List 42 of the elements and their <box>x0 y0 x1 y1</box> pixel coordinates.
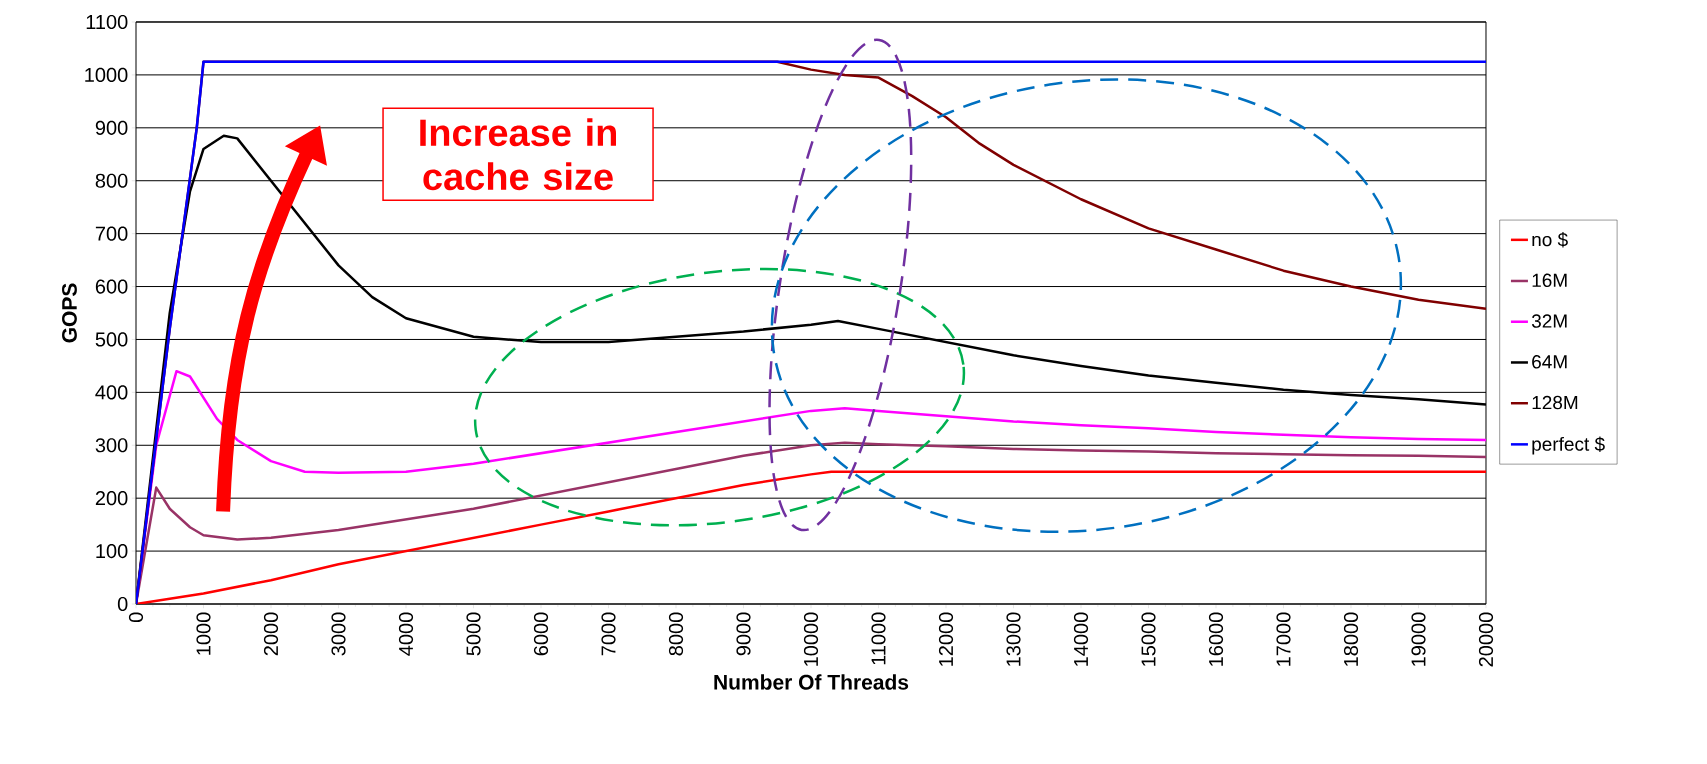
y-tick-label: 600 <box>95 279 128 294</box>
x-tick-label: 11000 <box>871 612 886 665</box>
x-tick-label: 14000 <box>1073 612 1089 666</box>
y-tick-label: 200 <box>95 491 128 506</box>
y-tick-label: 400 <box>95 385 128 400</box>
y-axis-title: GOPS <box>62 283 77 343</box>
x-tick-label: 13000 <box>1006 612 1021 666</box>
legend-label: 32M <box>1531 314 1567 328</box>
x-tick-label: 15000 <box>1141 612 1156 666</box>
y-tick-label: 800 <box>95 173 128 188</box>
y-tick-label: 700 <box>95 226 128 241</box>
x-tick-label: 20000 <box>1478 612 1494 667</box>
annotation: Increase in cache size <box>420 118 616 191</box>
x-tick-label: 10000 <box>803 612 819 666</box>
y-tick-label: 300 <box>95 438 128 453</box>
x-tick-label: 1000 <box>196 612 211 655</box>
x-tick-label: 7000 <box>601 612 616 656</box>
x-tick-label: 0 <box>128 612 144 623</box>
x-tick-label: 2000 <box>263 612 279 656</box>
x-tick-label: 19000 <box>1411 612 1426 666</box>
legend-label: 16M <box>1532 273 1567 288</box>
x-tick-label: 16000 <box>1208 612 1224 666</box>
y-tick-label: 500 <box>95 332 128 347</box>
x-tick-label: 3000 <box>331 612 346 656</box>
x-tick-label: 6000 <box>533 612 549 656</box>
legend-label: 128M <box>1532 395 1578 410</box>
legend-label: 64M <box>1532 355 1567 369</box>
legend-label: perfect $ <box>1532 436 1605 455</box>
y-tick-label: 100 <box>96 544 128 559</box>
legend-label: no $ <box>1532 232 1568 248</box>
x-tick-label: 8000 <box>668 612 684 656</box>
y-tick-label: 1000 <box>85 67 128 82</box>
y-tick-label: 0 <box>117 596 128 612</box>
y-tick-label: 900 <box>95 120 128 135</box>
x-tick-label: 4000 <box>398 612 414 656</box>
y-tick-label: 1100 <box>86 14 128 30</box>
x-tick-label: 18000 <box>1343 612 1359 666</box>
x-tick-label: 9000 <box>736 612 751 656</box>
x-tick-label: 17000 <box>1276 612 1291 666</box>
x-tick-label: 12000 <box>938 612 954 666</box>
x-axis-title: Number Of Threads <box>714 674 909 690</box>
x-tick-label: 5000 <box>466 612 481 656</box>
